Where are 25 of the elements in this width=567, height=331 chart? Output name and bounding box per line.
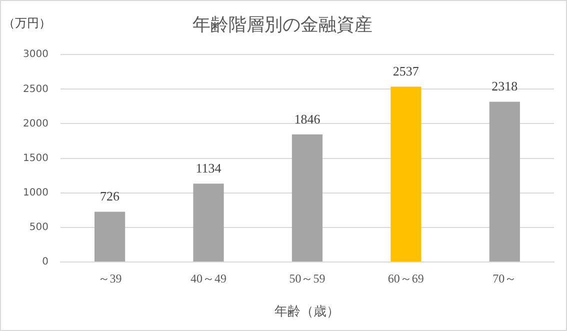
data-label: 2318 — [492, 78, 518, 94]
y-tick-label: 1500 — [22, 152, 48, 164]
chart-title: 年齢階層別の金融資産 — [192, 14, 372, 36]
y-tick-label: 500 — [29, 222, 48, 234]
x-axis-title: 年齢（歳） — [274, 304, 340, 320]
y-tick-label: 2500 — [22, 84, 48, 95]
x-tick-label: 70～ — [492, 271, 517, 286]
data-label: 1846 — [294, 111, 321, 126]
x-tick-label: 40～49 — [190, 271, 227, 286]
y-tick-label: 0 — [42, 256, 48, 268]
bar — [489, 102, 520, 262]
y-tick-label: 3000 — [22, 49, 48, 60]
y-tick-label: 2000 — [22, 118, 48, 130]
x-tick-label: 60～69 — [388, 271, 424, 286]
y-tick-label: 1000 — [22, 187, 48, 198]
bar — [390, 86, 422, 262]
y-axis-title: （万円） — [3, 16, 51, 30]
x-tick-label: ～39 — [98, 271, 122, 286]
data-label: 726 — [100, 188, 120, 204]
bar — [94, 212, 126, 262]
data-label: 2537 — [392, 64, 420, 79]
bar — [193, 184, 224, 262]
x-tick-label: 50～59 — [289, 271, 326, 286]
data-label: 1134 — [196, 160, 222, 176]
bar — [292, 134, 323, 262]
